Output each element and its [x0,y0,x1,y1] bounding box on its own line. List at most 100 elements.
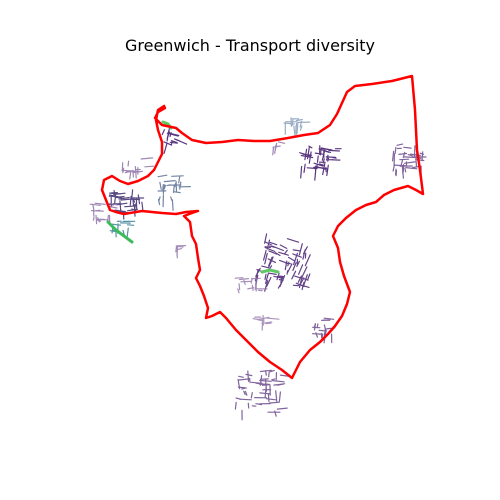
street-segment [89,203,102,206]
street-segment [265,322,272,325]
street-segment [178,176,181,184]
street-segment [176,245,178,259]
street-segment [237,288,240,294]
street-segment [299,120,303,128]
street-segment [394,164,407,167]
street-segment [130,170,139,173]
street-segment [126,224,135,226]
street-segment [299,152,311,157]
street-segment [296,260,300,267]
street-segment [293,125,296,138]
street-segment [404,167,407,173]
street-segment [250,381,263,384]
street-segment [113,192,126,196]
street-segment [291,118,294,127]
street-segment [140,157,154,160]
street-segment [299,125,303,131]
street-segment [392,164,396,172]
street-segment [403,146,412,149]
street-segment [163,184,166,190]
street-segment [261,384,271,386]
network-cluster-peninsula [161,125,188,154]
street-segment [295,118,303,122]
network-cluster-centre-south [252,314,280,331]
street-segment [304,254,311,267]
street-segment [294,275,302,279]
street-segment [176,245,184,248]
street-segment [292,249,301,252]
network-cluster-centre-west [234,277,268,294]
street-segment [419,152,424,155]
network-highlight-centre [260,268,280,274]
network-cluster-northeast [299,145,342,181]
street-segment [265,272,269,284]
street-segment [284,249,288,255]
street-segment [283,122,295,125]
street-segment [163,142,168,154]
street-segment [129,171,132,180]
network-cluster-south [234,369,292,421]
street-segment [119,197,126,200]
street-segment [261,265,270,269]
street-segment [170,140,178,144]
street-segment [171,199,174,211]
street-segment [279,275,284,278]
street-segment [287,263,293,274]
street-segment [109,202,118,206]
street-segment [175,138,188,145]
street-segment [174,182,177,188]
street-segment [398,152,408,155]
street-segment [392,150,395,162]
street-segment [272,380,285,383]
street-segment [295,122,298,133]
street-segment [399,158,410,161]
street-segment [129,195,132,206]
street-segment [295,282,305,287]
street-segment [298,278,303,289]
street-segment [117,202,128,206]
street-segment [120,198,130,201]
street-segment [266,276,272,287]
street-segment [167,132,180,136]
street-segment [327,157,330,162]
street-segment [97,217,100,223]
street-segment [268,401,280,404]
street-segment [172,184,175,194]
street-segment [95,209,101,212]
street-segment [400,159,404,166]
street-segment [163,180,176,183]
street-segment [141,201,144,211]
street-segment [126,227,129,238]
street-segment [162,184,164,192]
street-segment [127,160,130,167]
street-segment [108,194,115,197]
street-segment [303,274,308,287]
street-segment [264,273,267,280]
street-segment [300,166,303,179]
street-segment [121,169,131,172]
street-segment [268,250,278,255]
street-segment [169,141,178,144]
street-segment [163,141,173,146]
street-segment [92,216,95,221]
street-segment [162,184,165,195]
street-segment [161,129,165,136]
street-segment [308,151,312,164]
street-segment [286,238,300,243]
street-segment [314,168,317,181]
street-segment [245,373,253,377]
network-cluster-centre [254,233,311,292]
street-segment [255,403,263,406]
street-segment [277,283,282,289]
street-segment [313,162,324,167]
street-segment [250,392,253,399]
street-segment [308,145,313,149]
street-segment [271,378,276,381]
street-segment [300,276,309,281]
network-cluster-north-1 [283,117,311,138]
street-segment [254,277,257,290]
street-segment [316,155,319,163]
street-segment [267,393,270,402]
street-segment [238,375,244,378]
